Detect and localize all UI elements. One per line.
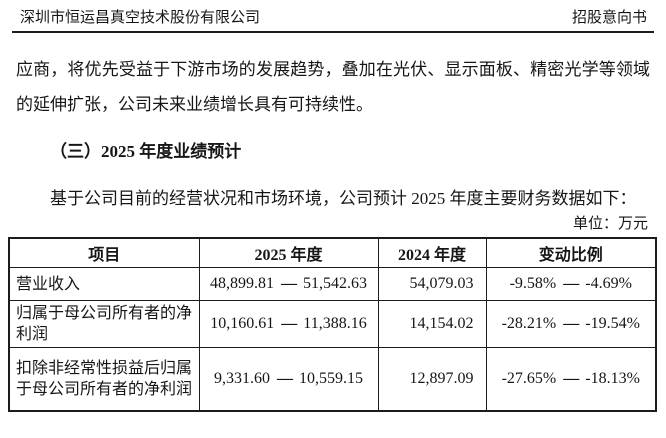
- table-header-row: 项目 2025 年度 2024 年度 变动比例: [8, 237, 657, 268]
- range-high: 51,542.63: [303, 275, 367, 292]
- unit-label: 单位：万元: [572, 216, 648, 232]
- change-high: -19.54%: [585, 315, 640, 332]
- doc-type-label: 招股意向书: [571, 10, 647, 26]
- change-range: -27.65% — -18.13%: [485, 347, 657, 411]
- change-low: -27.65%: [501, 369, 557, 387]
- value-2024: 54,079.03: [377, 267, 487, 301]
- paragraph-continuation: 应商，将优先受益于下游市场的发展趋势，叠加在光伏、显示面板、精密光学等领域的延伸…: [16, 60, 650, 114]
- range-dash: —: [563, 315, 579, 332]
- value-2025-range: 48,899.81 — 51,542.63: [198, 267, 379, 301]
- header-cell-item: 项目: [8, 237, 200, 268]
- table-row-net-profit: 归属于母公司所有者的净利润 10,160.61 — 11,388.16 14,154…: [8, 300, 657, 348]
- range-low: 48,899.81: [210, 275, 274, 292]
- change-low: -28.21%: [501, 315, 557, 332]
- header-cell-2024: 2024 年度: [377, 237, 487, 268]
- change-high: -4.69%: [585, 275, 632, 292]
- table-row-revenue: 营业收入 48,899.81 — 51,542.63 54,079.03 -9.58…: [8, 267, 657, 301]
- range-low: 10,160.61: [210, 315, 275, 332]
- running-header: 深圳市恒运昌真空技术股份有限公司 招股意向书: [12, 9, 654, 33]
- range-dash: —: [277, 369, 293, 387]
- change-low: -9.58%: [509, 275, 557, 292]
- range-dash: —: [563, 369, 579, 387]
- value-2025-range: 9,331.60 — 10,559.15: [198, 347, 379, 411]
- range-dash: —: [281, 315, 297, 332]
- paragraph-intro: 基于公司目前的经营状况和市场环境，公司预计 2025 年度主要财务数据如下：: [50, 189, 637, 208]
- range-high: 10,559.15: [299, 369, 363, 387]
- company-name: 深圳市恒运昌真空技术股份有限公司: [20, 10, 261, 26]
- header-cell-change: 变动比例: [485, 237, 657, 268]
- section-heading: （三）2025 年度业绩预计: [50, 142, 242, 161]
- range-low: 9,331.60: [214, 369, 270, 387]
- item-cell: 营业收入: [8, 267, 200, 301]
- change-range: -9.58% — -4.69%: [485, 267, 657, 301]
- range-dash: —: [281, 275, 297, 292]
- header-cell-2025: 2025 年度: [198, 237, 379, 268]
- range-high: 11,388.16: [303, 315, 367, 332]
- change-high: -18.13%: [585, 369, 640, 387]
- item-cell: 归属于母公司所有者的净利润: [8, 300, 200, 348]
- value-2025-range: 10,160.61 — 11,388.16: [198, 300, 379, 348]
- range-dash: —: [563, 275, 579, 292]
- value-2024: 12,897.09: [377, 347, 487, 411]
- change-range: -28.21% — -19.54%: [485, 300, 657, 348]
- item-cell: 扣除非经常性损益后归属于母公司所有者的净利润: [8, 347, 200, 411]
- value-2024: 14,154.02: [377, 300, 487, 348]
- table-row-net-profit-deducted: 扣除非经常性损益后归属于母公司所有者的净利润 9,331.60 — 10,559.1…: [8, 347, 657, 411]
- financial-forecast-table: 项目 2025 年度 2024 年度 变动比例 营业收入 48,899.81 — 5…: [8, 237, 657, 412]
